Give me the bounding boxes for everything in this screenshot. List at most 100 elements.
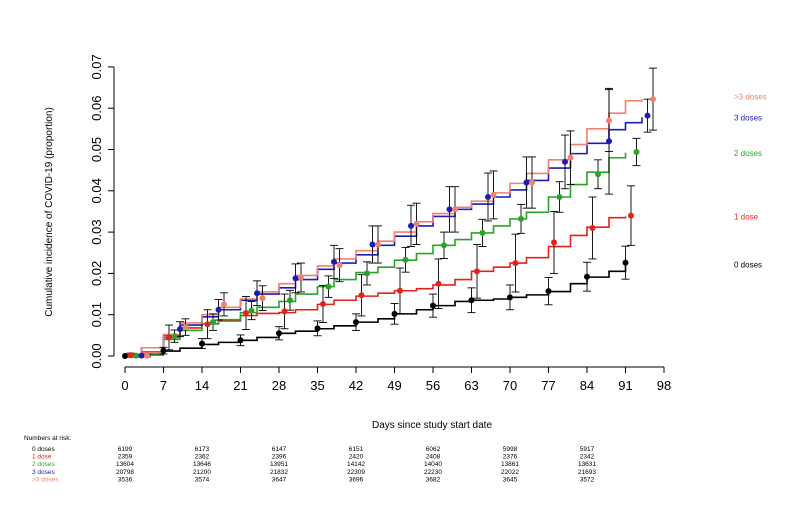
y-axis-title: Cumulative incidence of COVID-19 (propor… (44, 107, 55, 317)
risk-cell: 13861 (501, 461, 519, 468)
series-label-3-doses: 3 doses (734, 113, 762, 122)
risk-cell: 6147 (272, 446, 287, 453)
point-3-doses (485, 193, 491, 200)
x-tick-label: 0 (121, 378, 128, 393)
point-3-doses (369, 241, 376, 248)
y-tick-label: 0.00 (89, 343, 104, 368)
curves (125, 99, 643, 357)
risk-cell: 3536 (118, 476, 133, 483)
x-tick-label: 49 (387, 378, 401, 393)
point-3-doses (254, 290, 260, 297)
point-2-doses (556, 193, 563, 200)
point-1-dose (474, 268, 480, 275)
point-0-doses (430, 302, 436, 309)
point-gt3-doses (375, 241, 381, 248)
series-label-gt3-doses: >3 doses (734, 93, 767, 102)
point-2-doses (479, 229, 486, 236)
risk-cell: 22230 (424, 469, 442, 476)
risk-cell: 13646 (193, 461, 211, 468)
risk-cell: 22309 (347, 469, 365, 476)
point-3-doses (562, 158, 568, 165)
risk-table-title: Numbers at risk: (24, 435, 72, 442)
point-0-doses (122, 353, 128, 359)
x-tick-label: 7 (160, 378, 167, 393)
point-1-dose (166, 334, 172, 341)
risk-cell: 3574 (195, 476, 210, 483)
risk-row-label: 1 dose (32, 454, 52, 461)
risk-cell: 13604 (116, 461, 134, 468)
risk-row-label: 2 doses (32, 461, 56, 468)
point-2-doses (364, 270, 370, 277)
axes: 0 7 14 21 28 35 42 49 56 63 70 77 84 91 98 0.00 0.01 0.02… (89, 54, 671, 393)
point-gt3-doses (259, 295, 266, 302)
point-1-dose (204, 321, 211, 328)
risk-cell: 2396 (272, 454, 287, 461)
x-tick-label: 98 (657, 378, 671, 393)
risk-cell: 5998 (503, 446, 518, 453)
point-2-doses (287, 297, 293, 304)
risk-cell: 2362 (195, 454, 210, 461)
point-1-dose (512, 260, 519, 267)
risk-cell: 14040 (424, 461, 442, 468)
point-3-doses (606, 138, 612, 145)
point-3-doses (138, 352, 145, 359)
y-tick-label: 0.07 (89, 54, 104, 79)
risk-row-label: 3 doses (32, 469, 56, 476)
point-gt3-doses (650, 96, 656, 103)
risk-cell: 5917 (580, 446, 595, 453)
x-axis-title: Days since study start date (372, 420, 492, 431)
point-2-doses (248, 307, 255, 314)
risk-cell: 13631 (578, 461, 596, 468)
point-gt3-doses (336, 262, 343, 269)
point-1-dose (397, 287, 403, 294)
point-gt3-doses (413, 220, 420, 227)
point-0-doses (507, 294, 513, 301)
curve-1-dose (125, 216, 627, 357)
risk-cell: 2408 (426, 454, 441, 461)
point-gt3-doses (144, 352, 150, 359)
point-1-dose (628, 212, 634, 219)
point-0-doses (468, 297, 475, 304)
x-tick-label: 21 (233, 378, 247, 393)
x-tick-label: 63 (464, 378, 478, 393)
point-1-dose (589, 224, 596, 231)
x-tick-label: 56 (426, 378, 440, 393)
x-tick-label: 70 (503, 378, 517, 393)
risk-cell: 3696 (349, 476, 364, 483)
risk-cell: 13951 (270, 461, 288, 468)
point-2-doses (595, 171, 601, 178)
x-tick-label: 28 (272, 378, 286, 393)
point-0-doses (314, 325, 321, 332)
risk-cell: 2376 (503, 454, 518, 461)
point-3-doses (331, 258, 337, 265)
point-2-doses (171, 333, 178, 340)
point-1-dose (358, 292, 365, 299)
series-label-1-dose: 1 dose (734, 212, 759, 221)
curve-gt3-doses (125, 99, 643, 357)
point-0-doses (160, 347, 167, 354)
series-label-0-doses: 0 doses (734, 260, 762, 269)
risk-cell: 21200 (193, 469, 211, 476)
point-2-doses (210, 319, 216, 326)
risk-cell: 3645 (503, 476, 518, 483)
x-tick-label: 14 (195, 378, 209, 393)
point-gt3-doses (490, 191, 497, 198)
point-1-dose (551, 239, 557, 246)
point-1-dose (320, 300, 326, 307)
y-tick-label: 0.02 (89, 261, 104, 286)
point-0-doses (391, 310, 398, 317)
point-0-doses (276, 330, 282, 337)
risk-table: Numbers at risk: 0 doses 6199 6173 6147 6151… (24, 435, 596, 483)
point-gt3-doses (182, 324, 189, 331)
point-3-doses (523, 179, 530, 186)
point-0-doses (237, 337, 244, 344)
point-1-dose (127, 352, 134, 359)
risk-cell: 6062 (426, 446, 441, 453)
y-tick-label: 0.03 (89, 219, 104, 244)
risk-cell: 22022 (501, 469, 519, 476)
risk-cell: 6151 (349, 446, 364, 453)
risk-row-label: 0 doses (32, 446, 56, 453)
data-points (122, 96, 656, 359)
risk-cell: 6173 (195, 446, 210, 453)
